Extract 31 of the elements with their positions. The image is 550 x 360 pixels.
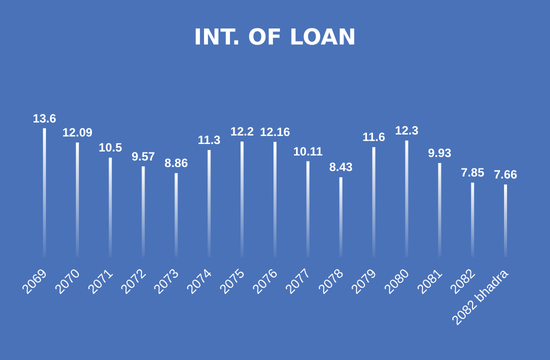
bar	[42, 128, 46, 257]
data-label: 12.09	[62, 126, 93, 140]
data-label: 12.3	[395, 124, 419, 138]
data-label: 11.6	[362, 130, 386, 144]
data-label: 7.85	[460, 166, 485, 180]
data-label: 8.86	[164, 156, 188, 170]
bar	[76, 142, 79, 257]
bar	[142, 166, 145, 257]
bar	[504, 184, 508, 257]
bar	[174, 173, 178, 257]
bar	[208, 150, 211, 257]
bar	[306, 161, 310, 257]
data-label: 12.2	[230, 124, 254, 139]
data-label: 13.6	[32, 111, 56, 126]
bar	[471, 182, 474, 257]
data-label: 11.3	[198, 133, 221, 148]
data-label: 7.66	[494, 167, 518, 182]
bar	[438, 162, 442, 257]
bar	[339, 177, 342, 257]
data-label: 8.43	[329, 160, 353, 174]
data-label: 9.93	[428, 146, 452, 160]
bar	[274, 142, 276, 257]
data-label: 12.16	[260, 124, 290, 139]
data-label: 10.5	[98, 140, 122, 155]
chart-title: INT. OF LOAN	[194, 26, 356, 50]
bar	[108, 158, 112, 257]
data-label: 10.11	[293, 144, 323, 158]
data-label: 9.57	[132, 149, 156, 164]
bar	[372, 147, 376, 257]
bar	[240, 142, 244, 257]
bar	[405, 140, 408, 257]
